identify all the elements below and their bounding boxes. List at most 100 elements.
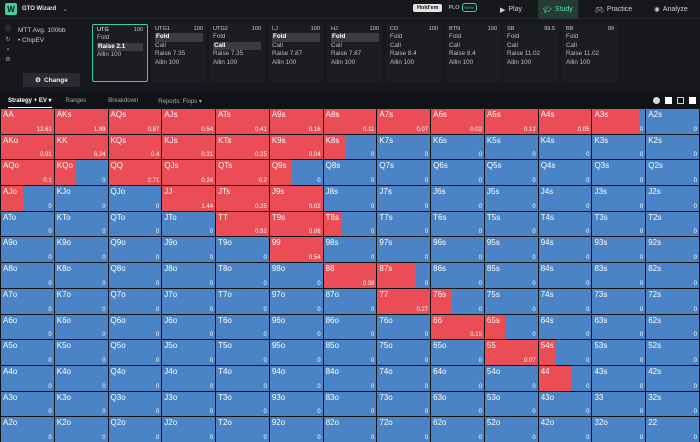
hand-cell[interactable]: KJs 0.31 <box>162 134 216 160</box>
hand-cell[interactable]: 93o 0 <box>269 391 323 417</box>
hand-cell[interactable]: 98o 0 <box>269 263 323 288</box>
hand-cell[interactable]: AJs 0.54 <box>162 109 216 134</box>
position-card-co[interactable]: CO 100 Fold Call Raise 8.4 Allin 100 <box>386 24 442 82</box>
tab-ranges[interactable]: Ranges <box>65 98 87 104</box>
hand-cell[interactable]: 42o 0 <box>538 417 592 442</box>
hand-cell[interactable]: 62s 0 <box>646 314 699 340</box>
hand-cell[interactable]: A9s 0.16 <box>269 109 323 134</box>
hand-cell[interactable]: QTo 0 <box>108 211 162 237</box>
hand-cell[interactable]: J4s 0 <box>538 186 592 211</box>
hand-cell[interactable]: Q7s 0 <box>377 160 431 186</box>
hand-cell[interactable]: J5s 0 <box>484 186 538 211</box>
hand-cell[interactable]: K6o 0 <box>54 314 108 340</box>
hand-cell[interactable]: 87s 0 <box>377 263 431 288</box>
hand-cell[interactable]: 77 0.27 <box>377 288 431 314</box>
action-option[interactable]: Call <box>331 41 342 49</box>
action-option[interactable]: Call <box>566 41 577 49</box>
action-option[interactable]: Raise 7.87 <box>272 50 303 57</box>
change-button[interactable]: ⚙ Change <box>23 73 80 87</box>
hand-cell[interactable]: 76o 0 <box>377 314 431 340</box>
hand-cell[interactable]: ATo 0 <box>1 211 54 237</box>
hand-cell[interactable]: Q5s 0 <box>484 160 538 186</box>
action-option[interactable]: Fold <box>213 33 226 40</box>
position-card-hj[interactable]: HJ 100 Fold Call Raise 7.87 Allin 100 <box>327 24 383 82</box>
action-option[interactable]: Call <box>390 41 401 49</box>
hand-cell[interactable]: ATs 0.41 <box>216 109 269 134</box>
hand-cell[interactable]: 65o 0 <box>431 340 484 365</box>
hand-cell[interactable]: T7s 0 <box>377 211 431 237</box>
hand-cell[interactable]: QJo 0 <box>108 186 162 211</box>
action-option[interactable]: Fold <box>566 33 579 40</box>
hand-cell[interactable]: 52s 0 <box>646 340 699 365</box>
action-option[interactable]: Allin 100 <box>507 58 532 66</box>
hand-cell[interactable]: Q4o 0 <box>108 365 162 391</box>
action-option[interactable]: Fold <box>155 33 203 42</box>
hand-cell[interactable]: 73s 0 <box>592 288 646 314</box>
hand-cell[interactable]: 82o 0 <box>323 417 377 442</box>
hand-cell[interactable]: K7s 0 <box>377 134 431 160</box>
hand-cell[interactable]: A7s 0.07 <box>377 109 431 134</box>
hand-cell[interactable]: 74o 0 <box>377 365 431 391</box>
hand-cell[interactable]: JTs 0.25 <box>216 186 269 211</box>
hand-cell[interactable]: 64s 0 <box>538 314 592 340</box>
hand-cell[interactable]: K5o 0 <box>54 340 108 365</box>
hand-cell[interactable]: 94s 0 <box>538 237 592 263</box>
hand-cell[interactable]: T6s 0 <box>431 211 484 237</box>
chevron-down-icon[interactable]: ⌄ <box>62 6 69 13</box>
hand-cell[interactable]: 84o 0 <box>323 365 377 391</box>
hand-cell[interactable]: T3s 0 <box>592 211 646 237</box>
action-option[interactable]: Raise 7.35 <box>213 50 244 57</box>
hand-cell[interactable]: 43o 0 <box>538 391 592 417</box>
hand-cell[interactable]: 76s 0 <box>431 288 484 314</box>
hand-cell[interactable]: T2o 0 <box>216 417 269 442</box>
hand-cell[interactable]: A2o 0 <box>1 417 54 442</box>
hand-cell[interactable]: 53o 0 <box>484 391 538 417</box>
hand-cell[interactable]: KQo 0 <box>54 160 108 186</box>
history-icon[interactable]: ↻ <box>5 37 11 43</box>
list-view-icon[interactable] <box>689 97 696 104</box>
action-option[interactable]: Raise 8.4 <box>390 50 417 57</box>
hand-cell[interactable]: 62o 0 <box>431 417 484 442</box>
hand-cell[interactable]: A9o 0 <box>1 237 54 263</box>
action-option[interactable]: Call <box>272 41 283 49</box>
hand-cell[interactable]: 84s 0 <box>538 263 592 288</box>
action-option[interactable]: Fold <box>507 33 520 40</box>
mode-plo-button[interactable]: PLO NEW <box>444 3 480 12</box>
hand-cell[interactable]: 92s 0 <box>646 237 699 263</box>
hand-cell[interactable]: 66 0.15 <box>431 314 484 340</box>
hand-cell[interactable]: T3o 0 <box>216 391 269 417</box>
action-option[interactable]: Allin 100 <box>155 58 180 66</box>
mode-holdem-button[interactable]: Hold'em <box>413 4 443 12</box>
action-option[interactable]: Allin 100 <box>449 58 474 66</box>
hand-cell[interactable]: 83s 0 <box>592 263 646 288</box>
hand-cell[interactable]: K5s 0 <box>484 134 538 160</box>
position-card-utg[interactable]: UTG 100 Fold Raise 2.1 Allin 100 <box>92 24 148 82</box>
action-option[interactable]: Allin 100 <box>566 58 591 66</box>
hand-cell[interactable]: T4o 0 <box>216 365 269 391</box>
hand-cell[interactable]: 55 0.07 <box>484 340 538 365</box>
hand-cell[interactable]: 87o 0 <box>323 288 377 314</box>
hand-cell[interactable]: 85o 0 <box>323 340 377 365</box>
hand-cell[interactable]: Q8o 0 <box>108 263 162 288</box>
hand-cell[interactable]: T9s 0.06 <box>269 211 323 237</box>
hand-cell[interactable]: QJs 0.24 <box>162 160 216 186</box>
hand-cell[interactable]: 75o 0 <box>377 340 431 365</box>
hand-cell[interactable]: 95s 0 <box>484 237 538 263</box>
action-option[interactable]: Raise 7.87 <box>331 50 362 57</box>
hand-cell[interactable]: 72o 0 <box>377 417 431 442</box>
action-option[interactable]: Fold <box>272 33 320 42</box>
hand-cell[interactable]: KTs 0.25 <box>216 134 269 160</box>
hand-cell[interactable]: T2s 0 <box>646 211 699 237</box>
hand-cell[interactable]: 22 0 <box>646 417 699 442</box>
hand-cell[interactable]: K2s 0 <box>646 134 699 160</box>
action-option[interactable]: Fold <box>331 33 379 42</box>
hand-cell[interactable]: AJo 0 <box>1 186 54 211</box>
hand-cell[interactable]: 97o 0 <box>269 288 323 314</box>
hand-cell[interactable]: 86s 0 <box>431 263 484 288</box>
hand-cell[interactable]: K9s 0.04 <box>269 134 323 160</box>
hand-cell[interactable]: A6s 0.02 <box>431 109 484 134</box>
hand-cell[interactable]: J3s 0 <box>592 186 646 211</box>
tab-breakdown[interactable]: Breakdown <box>108 98 139 104</box>
position-card-lj[interactable]: LJ 100 Fold Call Raise 7.87 Allin 100 <box>268 24 324 82</box>
action-option[interactable]: Raise 2.1 <box>97 42 143 51</box>
